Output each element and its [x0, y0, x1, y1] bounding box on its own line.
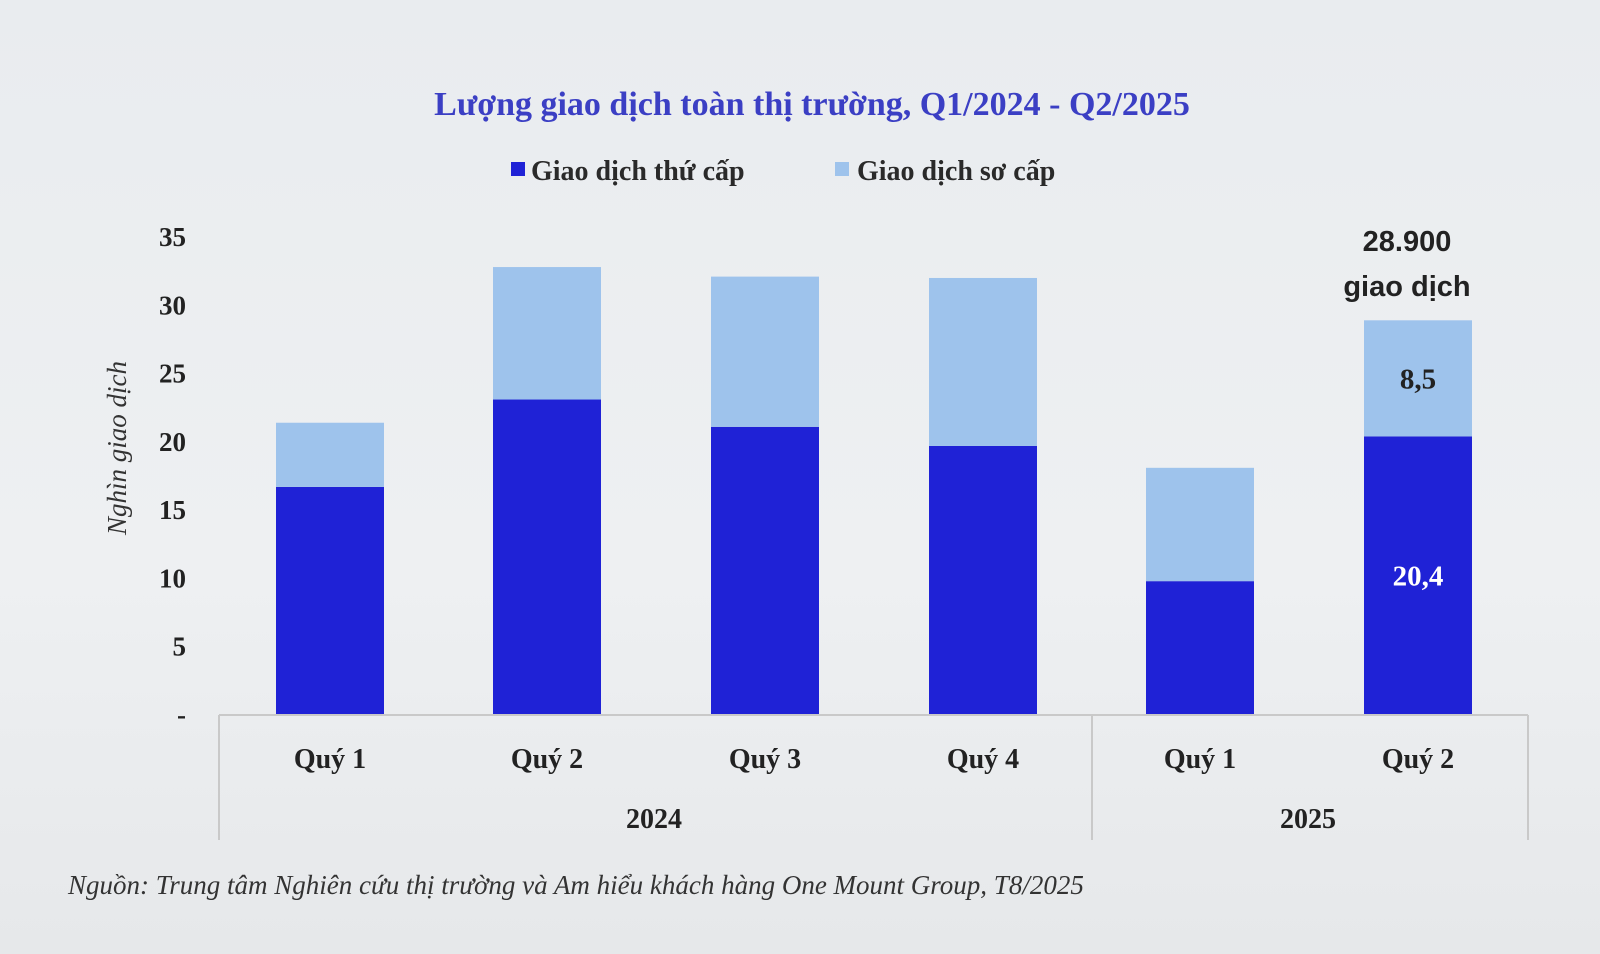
- bar-secondary-segment: [929, 445, 1037, 715]
- y-tick-label: 15: [159, 495, 186, 525]
- data-label: 8,5: [1400, 363, 1436, 395]
- y-tick-label: 30: [159, 290, 186, 320]
- source-note: Nguồn: Trung tâm Nghiên cứu thị trường v…: [67, 870, 1084, 900]
- bar-secondary-segment: [276, 486, 384, 715]
- bar-secondary-segment: [711, 426, 819, 715]
- total-annotation-line1: 28.900: [1363, 226, 1452, 258]
- x-tick-label: Quý 1: [294, 744, 366, 775]
- bar-primary-segment: [493, 267, 601, 400]
- legend-label-primary: Giao dịch sơ cấp: [857, 156, 1055, 187]
- y-axis-label: Nghìn giao dịch: [102, 361, 132, 536]
- legend-swatch-primary: [835, 162, 849, 176]
- data-label: 20,4: [1393, 561, 1444, 593]
- legend-swatch-secondary: [511, 162, 525, 176]
- x-tick-label: Quý 4: [947, 744, 1019, 775]
- bars: [276, 267, 1472, 715]
- bar-secondary-segment: [1146, 581, 1254, 715]
- x-axis: Quý 1 Quý 2 Quý 3 Quý 4 Quý 1 Quý 2 2024 2025: [218, 714, 1529, 840]
- y-tick-label: 20: [159, 427, 186, 457]
- bar-primary-segment: [276, 422, 384, 487]
- y-tick-label: 10: [159, 563, 186, 593]
- bar-primary-segment: [929, 277, 1037, 446]
- y-tick-label: 25: [159, 359, 186, 389]
- x-tick-label: Quý 2: [511, 744, 583, 775]
- legend-label-secondary: Giao dịch thứ cấp: [531, 156, 745, 187]
- chart-title: Lượng giao dịch toàn thị trường, Q1/2024…: [434, 86, 1190, 123]
- total-annotation-line2: giao dịch: [1343, 271, 1470, 303]
- y-tick-label: -: [177, 700, 186, 730]
- bar-primary-segment: [1146, 467, 1254, 582]
- legend: Giao dịch thứ cấp Giao dịch sơ cấp: [511, 156, 1055, 187]
- x-tick-label: Quý 1: [1164, 744, 1236, 775]
- y-tick-label: 35: [159, 222, 186, 252]
- x-tick-label: Quý 2: [1382, 744, 1454, 775]
- y-tick-label: 5: [173, 632, 187, 662]
- data-labels: 8,5 20,4: [1393, 363, 1444, 592]
- y-axis-ticks: - 5 10 15 20 25 30 35: [159, 222, 186, 730]
- x-group-label: 2024: [626, 804, 682, 835]
- bar-primary-segment: [711, 276, 819, 427]
- bar-secondary-segment: [493, 399, 601, 715]
- bar-primary-segment: [1364, 320, 1472, 437]
- x-group-label: 2025: [1280, 804, 1336, 835]
- bar-secondary-segment: [1364, 436, 1472, 715]
- x-tick-label: Quý 3: [729, 744, 801, 775]
